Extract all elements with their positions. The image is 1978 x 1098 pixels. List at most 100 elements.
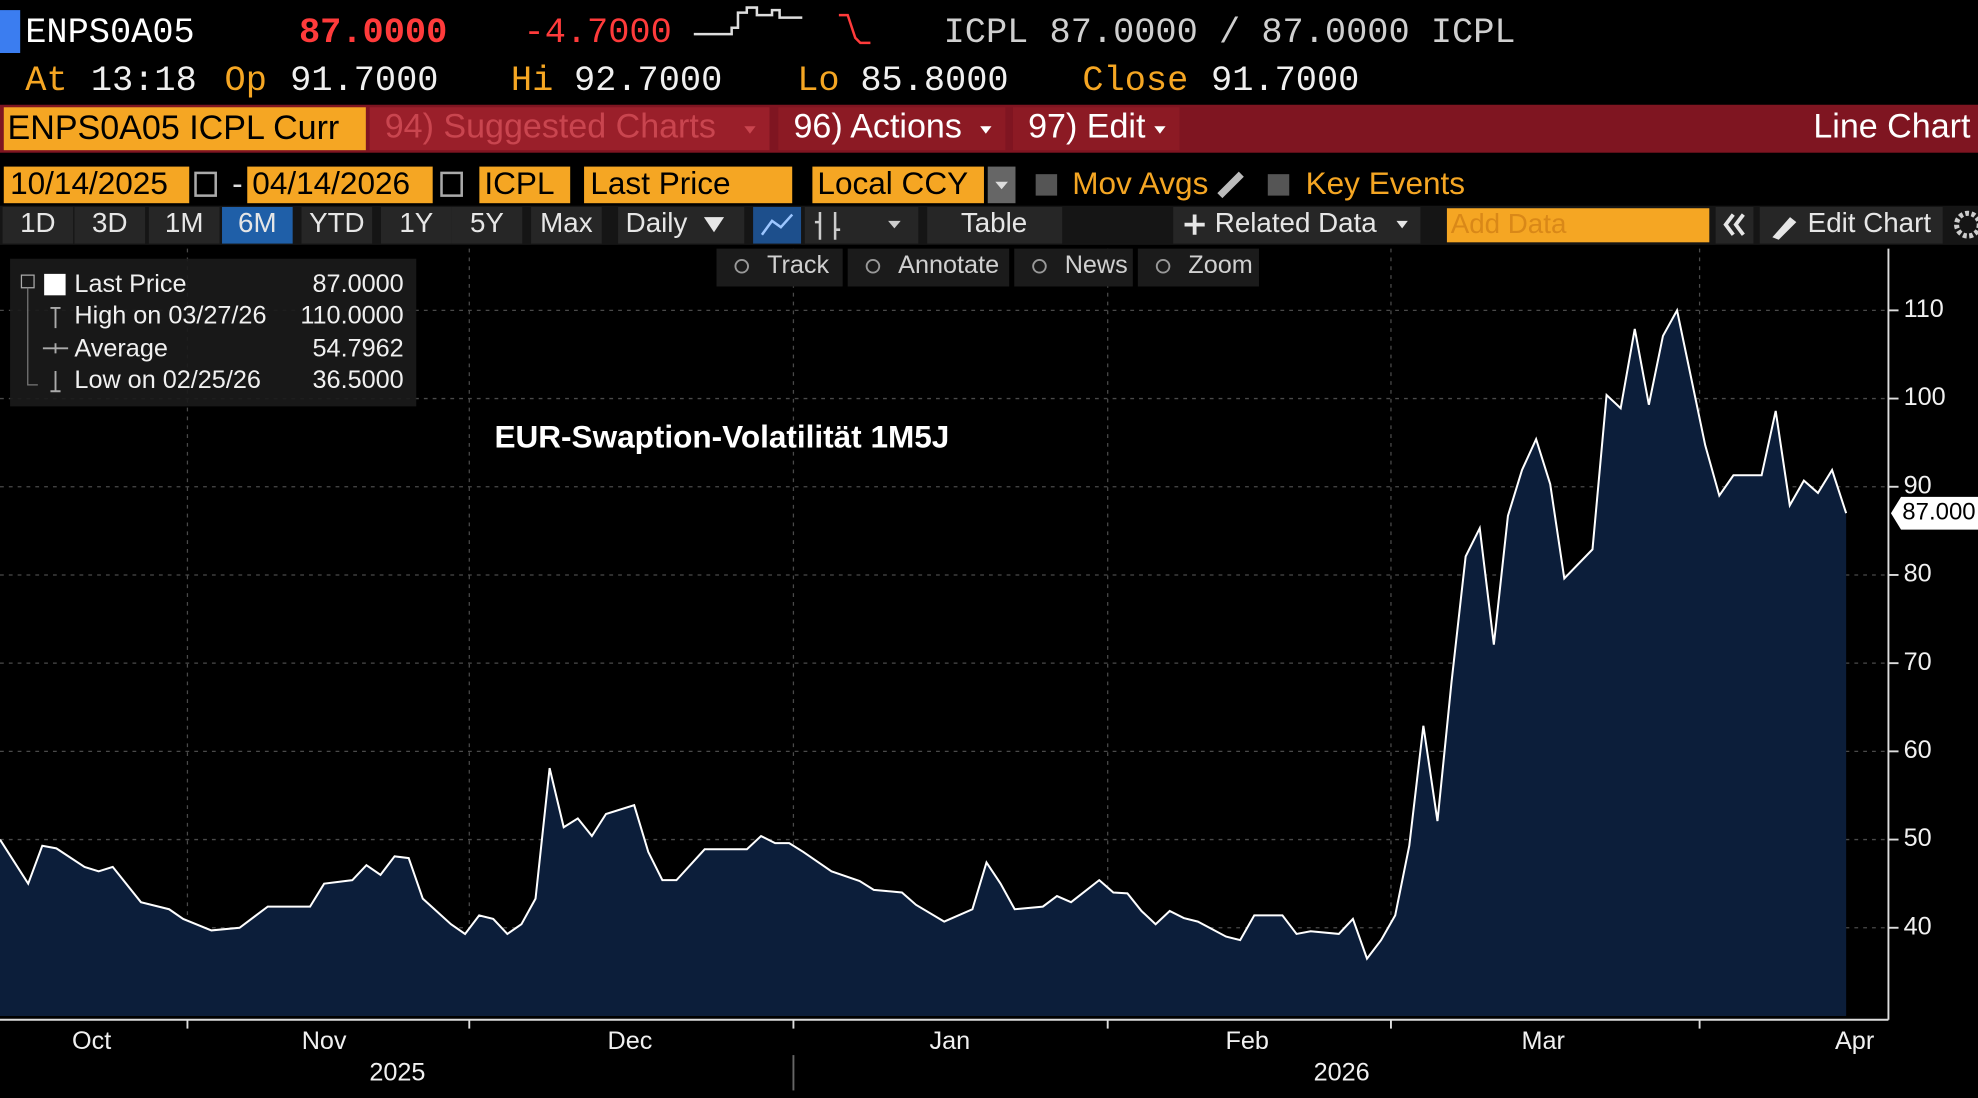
chart-tools: Track Annotate News Zoom (716, 248, 1259, 287)
bar-type-button[interactable] (804, 206, 919, 244)
tool-button[interactable] (716, 248, 843, 287)
legend-label: Low on 02/25/26 (74, 366, 260, 394)
toggle-label: Mov Avgs (1072, 165, 1208, 201)
low-icon (50, 371, 61, 393)
stat-label: Op (225, 61, 267, 101)
sparkline (693, 6, 803, 36)
range-button[interactable] (74, 206, 146, 244)
legend-value: 54.7962 (313, 334, 404, 362)
start-date: 10/14/2025 (10, 165, 168, 201)
legend-value: 110.0000 (300, 301, 403, 329)
start-field[interactable] (3, 166, 190, 204)
dropdown-arrow (980, 126, 992, 134)
x-tick-label: Nov (302, 1027, 347, 1055)
security-text: ENPS0A05 ICPL Curr (8, 109, 340, 147)
edit-chart: Edit Chart (1808, 207, 1932, 238)
year-label: 2025 (369, 1059, 425, 1087)
range-button[interactable] (301, 206, 373, 244)
end-field[interactable] (247, 166, 433, 204)
range-button[interactable] (451, 206, 523, 244)
pencil-icon[interactable] (1217, 171, 1244, 199)
y-tick-label: 70 (1904, 648, 1932, 676)
stat-value: 13:18 (91, 61, 197, 101)
range-buttons: 1D 3D 1M 6M YTD 1Y 5Y Max (2, 206, 602, 244)
tool-icon (1032, 259, 1047, 274)
y-tick-label: 40 (1904, 912, 1932, 940)
add-data: Add Data (1451, 208, 1567, 239)
legend-label: Last Price (74, 270, 186, 298)
frequency-button[interactable] (618, 206, 745, 244)
tool-icon (734, 259, 750, 274)
add-data-field[interactable] (1446, 208, 1710, 243)
calendar-icon[interactable] (194, 171, 217, 197)
dropdown-arrow (1396, 220, 1408, 229)
range-button[interactable] (531, 206, 602, 244)
tool-button[interactable] (847, 248, 1010, 287)
y-tick-label: 60 (1904, 736, 1932, 764)
x-tick-label: Feb (1225, 1027, 1268, 1055)
collapse-toggle[interactable] (20, 274, 35, 289)
range-label: 1Y (399, 207, 433, 238)
ticker: ENPS0A05 (25, 13, 194, 53)
range-label: 3D (92, 207, 127, 238)
y-tick-label: 90 (1904, 471, 1932, 499)
table: Table (961, 207, 1027, 238)
security-field[interactable] (3, 107, 366, 151)
source: ICPL (484, 165, 554, 201)
gear-icon[interactable] (1954, 210, 1978, 239)
range-label: 1M (165, 207, 204, 238)
tree-line (27, 287, 38, 386)
net-change: -4.7000 (524, 13, 672, 53)
tool-button[interactable] (1137, 248, 1259, 287)
series-swatch[interactable] (44, 273, 66, 296)
range-button[interactable] (222, 206, 293, 244)
menu-item[interactable] (778, 107, 1006, 151)
settings-row: 10/14/2025 - 04/14/2026 ICPL Last Price … (3, 165, 1465, 204)
ohlc-icon (814, 212, 841, 240)
legend: Last Price 87.0000 High on 03/27/26 110.0… (10, 258, 417, 407)
range-button[interactable] (2, 206, 74, 244)
x-tick-label: Dec (608, 1027, 653, 1055)
range-button[interactable] (148, 206, 220, 244)
range-button[interactable] (380, 206, 452, 244)
chart-title: EUR-Swaption-Volatilität 1M5J (495, 419, 950, 455)
area-fill (0, 310, 1847, 1016)
tool-label: Track (767, 251, 829, 279)
menu-item[interactable] (369, 107, 770, 151)
last-price: 87.0000 (299, 13, 447, 53)
tool-label: Zoom (1188, 251, 1252, 279)
tool-icon (865, 259, 881, 274)
year-label: 2026 (1314, 1059, 1370, 1087)
stat-value: 91.7000 (290, 61, 438, 101)
checkbox[interactable] (1035, 174, 1058, 196)
related-button[interactable] (1173, 206, 1421, 244)
table-button[interactable] (927, 206, 1063, 244)
pencil-icon (1772, 217, 1797, 240)
calendar-icon[interactable] (440, 171, 463, 197)
focus-marker (0, 10, 21, 54)
range-label: 6M (238, 207, 277, 238)
menu-label: 94) Suggested Charts (385, 108, 716, 146)
menu-item[interactable] (1012, 107, 1180, 151)
dropdown-arrow (888, 220, 901, 229)
source-field[interactable] (479, 166, 571, 204)
quote: ICPL 87.0000 / 87.0000 ICPL (944, 13, 1516, 53)
stat-label: Close (1082, 61, 1188, 101)
x-tick-label: Apr (1835, 1027, 1874, 1055)
stat-value: 91.7000 (1211, 61, 1359, 101)
range-label: 5Y (470, 207, 504, 238)
collapse-icon (1723, 213, 1745, 236)
line-icon (760, 213, 794, 236)
y-tick-label: 110 (1904, 295, 1944, 323)
range-label: Max (540, 207, 593, 238)
currency: Local CCY (817, 165, 968, 201)
dropdown-arrow (703, 217, 725, 233)
average-icon (42, 343, 69, 354)
field: Last Price (590, 165, 730, 201)
field-select[interactable] (584, 166, 793, 204)
dropdown-arrow (1154, 126, 1166, 134)
currency-select[interactable] (812, 166, 984, 204)
checkbox[interactable] (1267, 174, 1290, 196)
